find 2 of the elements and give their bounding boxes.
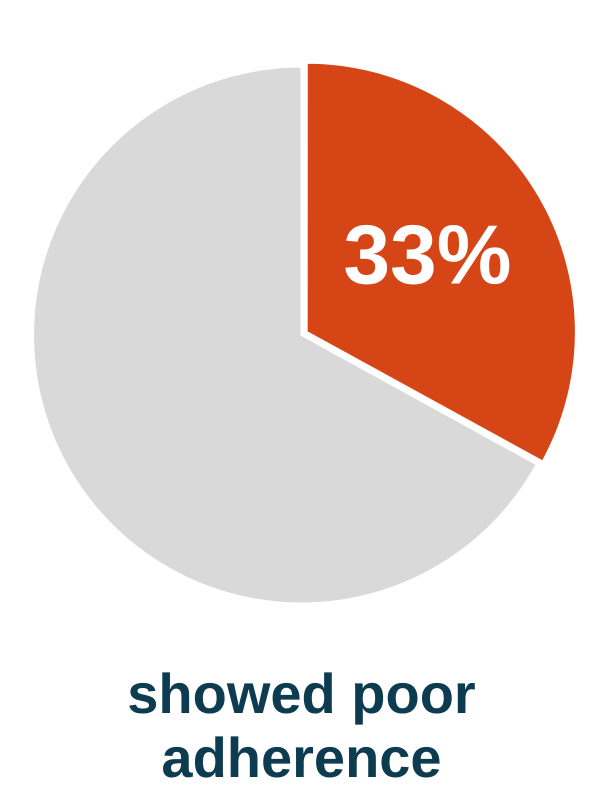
- text: showed poor adherence: [126, 662, 477, 790]
- data-label: 33%: [343, 208, 512, 302]
